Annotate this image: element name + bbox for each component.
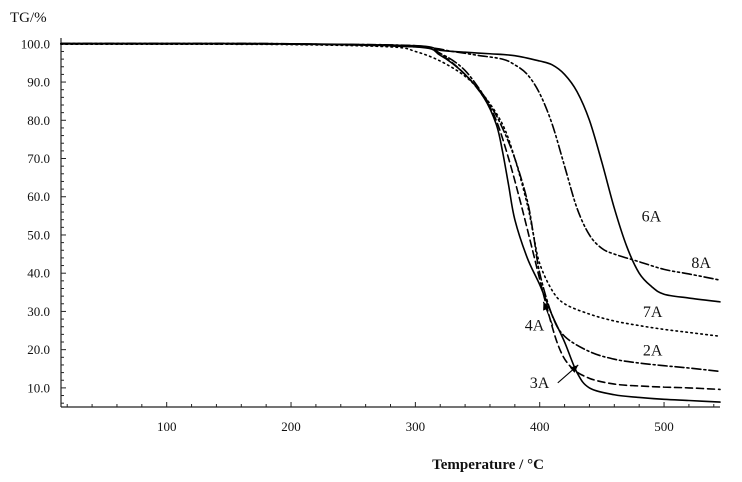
- arrowhead-3A: [569, 364, 579, 373]
- y-tick-label: 100.0: [21, 36, 50, 51]
- ticks: 100 200 300 400 500 100.0 90.0 80.0 70.0 60.0 50.0…: [21, 36, 715, 434]
- x-tick-label: 100: [157, 419, 177, 434]
- series-label-7A: 7A: [643, 304, 663, 321]
- x-tick-label: 300: [406, 419, 426, 434]
- series-label-3A: 3A: [530, 375, 550, 392]
- x-tick-label: 400: [530, 419, 550, 434]
- series-line-8A: [60, 42, 721, 281]
- y-tick-label: 80.0: [27, 113, 50, 128]
- curves: [60, 42, 721, 403]
- series-line-4A: [60, 42, 721, 391]
- y-tick-label: 70.0: [27, 151, 50, 166]
- series-line-3A: [60, 42, 721, 403]
- axes: [60, 38, 720, 408]
- series-label-2A: 2A: [643, 342, 663, 359]
- y-axis-label: TG/%: [10, 10, 47, 26]
- x-tick-label: 200: [281, 419, 301, 434]
- y-tick-label: 40.0: [27, 266, 50, 281]
- arrowhead-4A: [543, 301, 550, 311]
- series-label-6A: 6A: [642, 209, 662, 226]
- y-tick-label: 20.0: [27, 342, 50, 357]
- y-tick-label: 10.0: [27, 380, 50, 395]
- series-label-8A: 8A: [691, 255, 711, 272]
- x-tick-label: 500: [654, 419, 674, 434]
- series-label-4A: 4A: [525, 318, 545, 335]
- y-tick-label: 90.0: [27, 75, 50, 90]
- y-tick-label: 30.0: [27, 304, 50, 319]
- y-tick-label: 60.0: [27, 189, 50, 204]
- y-tick-label: 50.0: [27, 227, 50, 242]
- series-line-7A: [60, 43, 721, 338]
- annotations: 6A 8A 7A 2A 4A 3A: [525, 209, 712, 392]
- x-axis-label: Temperature / °C: [432, 457, 544, 473]
- series-line-6A: [60, 42, 721, 303]
